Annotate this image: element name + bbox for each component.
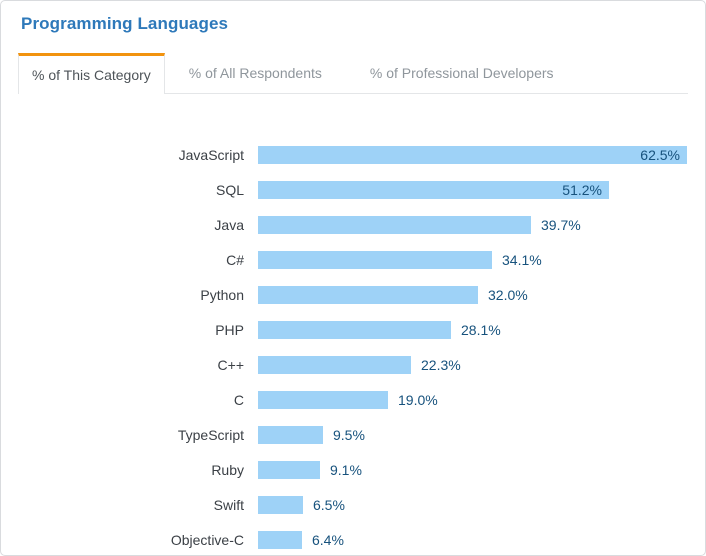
category-label: TypeScript	[177, 426, 244, 443]
bar-value-label: 9.1%	[330, 461, 362, 478]
tab-percent-of-this-category[interactable]: % of This Category	[18, 53, 165, 94]
category-label: JavaScript	[178, 146, 244, 163]
bar-value-label: 6.4%	[312, 531, 344, 548]
bar-track: 62.5%	[258, 145, 687, 164]
category-label: Java	[214, 216, 244, 233]
bar	[258, 215, 531, 234]
chart-row: Objective-C 6.4%	[1, 522, 705, 555]
bar-track: 9.1%	[258, 460, 687, 479]
bar-value-label: 62.5%	[640, 146, 680, 163]
bar	[258, 320, 451, 339]
bar	[258, 250, 492, 269]
bar-value-label: 34.1%	[502, 251, 542, 268]
category-label: Python	[200, 286, 244, 303]
tab-percent-of-all-respondents[interactable]: % of All Respondents	[188, 65, 322, 81]
chart-row: Java 39.7%	[1, 207, 705, 242]
bar	[258, 425, 323, 444]
category-label: Ruby	[211, 461, 244, 478]
bar-value-label: 9.5%	[333, 426, 365, 443]
bar-value-label: 19.0%	[398, 391, 438, 408]
chart-row: C 19.0%	[1, 382, 705, 417]
chart-row: Ruby 9.1%	[1, 452, 705, 487]
bar-track: 51.2%	[258, 180, 687, 199]
bar-track: 28.1%	[258, 320, 687, 339]
chart-row: C++ 22.3%	[1, 347, 705, 382]
bar-chart: JavaScript 62.5% SQL 51.2% Java 39.7% C#…	[1, 137, 705, 555]
bar	[258, 390, 388, 409]
bar-track: 22.3%	[258, 355, 687, 374]
bar	[258, 530, 302, 549]
bar-value-label: 6.5%	[313, 496, 345, 513]
chart-row: JavaScript 62.5%	[1, 137, 705, 172]
category-label: SQL	[215, 181, 244, 198]
bar	[258, 145, 687, 164]
tab-percent-of-professional-developers[interactable]: % of Professional Developers	[369, 65, 554, 81]
category-label: PHP	[215, 321, 244, 338]
category-label: Objective-C	[170, 531, 244, 548]
chart-row: Swift 6.5%	[1, 487, 705, 522]
category-label: Swift	[213, 496, 244, 513]
category-label: C	[233, 391, 244, 408]
bar-track: 39.7%	[258, 215, 687, 234]
bar	[258, 285, 478, 304]
bar-track: 9.5%	[258, 425, 687, 444]
bar-track: 6.5%	[258, 495, 687, 514]
category-label: C++	[217, 356, 244, 373]
bar-track: 6.4%	[258, 530, 687, 549]
bar	[258, 355, 411, 374]
bar-value-label: 39.7%	[541, 216, 581, 233]
bar-track: 32.0%	[258, 285, 687, 304]
page-title: Programming Languages	[21, 14, 229, 33]
bar-track: 19.0%	[258, 390, 687, 409]
bar-value-label: 22.3%	[421, 356, 461, 373]
bar-value-label: 32.0%	[488, 286, 528, 303]
bar-track: 34.1%	[258, 250, 687, 269]
chart-row: PHP 28.1%	[1, 312, 705, 347]
chart-row: TypeScript 9.5%	[1, 417, 705, 452]
bar	[258, 180, 609, 199]
bar	[258, 460, 320, 479]
chart-row: SQL 51.2%	[1, 172, 705, 207]
tab-bar: % of This Category % of All Respondents …	[18, 53, 688, 94]
bar-value-label: 28.1%	[461, 321, 501, 338]
bar	[258, 495, 303, 514]
bar-value-label: 51.2%	[562, 181, 602, 198]
chart-row: Python 32.0%	[1, 277, 705, 312]
category-label: C#	[226, 251, 244, 268]
chart-row: C# 34.1%	[1, 242, 705, 277]
